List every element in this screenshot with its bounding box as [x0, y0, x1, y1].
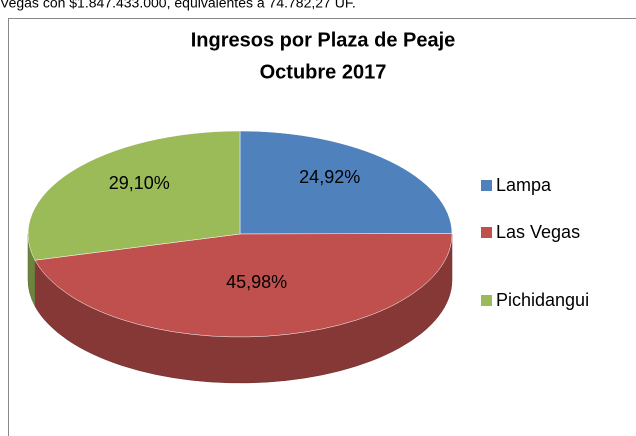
legend-label: Las Vegas [496, 222, 580, 242]
legend-label: Pichidangui [496, 290, 589, 310]
header-text: Vegas con $1.847.433.000, equivalentes a… [0, 0, 356, 11]
legend-swatch [481, 180, 492, 191]
chart-title: Ingresos por Plaza de Peaje [191, 29, 456, 51]
data-label: 45,98% [226, 272, 287, 292]
chart-title: Octubre 2017 [260, 61, 387, 83]
data-label: 29,10% [109, 173, 170, 193]
legend-label: Lampa [496, 175, 552, 195]
slice [34, 233, 453, 338]
legend-swatch [481, 227, 492, 238]
legend-swatch [481, 295, 492, 306]
slice [239, 130, 453, 235]
slice [27, 130, 241, 261]
data-label: 24,92% [299, 167, 360, 187]
